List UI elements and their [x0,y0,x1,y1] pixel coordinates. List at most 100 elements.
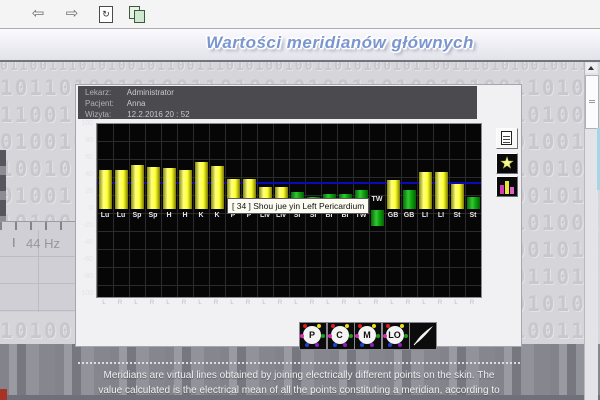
corner-decoration [0,389,7,400]
mode-button-p[interactable]: P [299,322,327,350]
side-indicator: R [405,299,411,306]
star-chart-button[interactable] [496,153,518,174]
binary-row: 0110011101010010110011101010010011010100… [0,59,600,74]
side-indicator: R [277,299,283,306]
title-band: Wartości meridianów głównych [0,29,600,62]
norm-reference-line [97,182,481,184]
edge-decoration [597,128,600,190]
bar-label: St [453,212,461,219]
meridian-bar-K-R[interactable] [211,166,224,209]
meridian-bar-K-L[interactable] [195,162,208,209]
bar-label: SI [293,212,301,219]
meridian-bar-GB-R[interactable] [403,190,416,209]
side-indicator: L [358,299,362,306]
bar-label: K [198,212,204,219]
bar-label: P [230,212,236,219]
scrollbar-thumb[interactable] [585,75,599,129]
patient-info-panel: Lekarz: Administrator Pacjent: Anna Wizy… [78,86,477,119]
mode-button-m[interactable]: M [354,322,382,350]
visit-label: Wizyta: [85,110,112,119]
flower-icon: P [303,326,321,344]
visit-row: Wizyta: 12.2.2016 20 : 52 [85,110,190,120]
bar-chart-button[interactable] [496,176,518,197]
doctor-label: Lekarz: [85,88,112,97]
meridian-bar-LI-R[interactable] [435,172,448,209]
y-tick: 80 [85,137,93,144]
meridian-bar-LI-L[interactable] [419,172,432,209]
meridian-bar-H-L[interactable] [163,168,176,209]
meridian-bar-St-R[interactable] [467,197,480,209]
y-tick: -20 [82,222,93,229]
bar-label: LI [421,212,429,219]
y-tick: 0 [89,205,93,212]
side-indicator: L [454,299,458,306]
side-indicator: L [198,299,202,306]
vertical-scrollbar[interactable] [584,62,599,400]
meridian-bar-Sp-L[interactable] [131,165,144,209]
visit-value: 12.2.2016 20 : 52 [127,110,190,119]
refresh-page-icon: ↻ [99,6,113,23]
bar-label: TW [371,196,383,203]
y-tick: -80 [82,273,93,280]
y-tick: 40 [85,171,93,178]
results-panel: Lekarz: Administrator Pacjent: Anna Wizy… [75,84,522,350]
y-tick: 100 [81,120,93,127]
back-button[interactable]: ⇦ [26,4,50,24]
report-button[interactable] [496,128,518,149]
toolbar: ⇦ ⇨ ↻ [0,0,600,29]
bar-label: P [246,212,252,219]
bar-label: Lu [116,212,126,219]
y-tick: -40 [82,239,93,246]
copy-button[interactable] [125,4,149,24]
meridian-description: Meridians are virtual lines obtained by … [78,362,520,398]
side-indicator: L [166,299,170,306]
doctor-row: Lekarz: Administrator [85,88,174,98]
bar-label: GB [387,212,399,219]
side-indicator: R [309,299,315,306]
back-arrow-icon: ⇦ [31,5,45,22]
side-indicator: R [469,299,475,306]
meridian-bar-Lu-R[interactable] [115,170,128,209]
side-indicator: R [341,299,347,306]
side-indicator: L [294,299,298,306]
flower-icon: LO [385,326,404,344]
bar-label: BI [325,212,333,219]
meridian-bar-H-R[interactable] [179,170,192,209]
bar-label: Liv [259,212,271,219]
forward-button[interactable]: ⇨ [60,4,84,24]
forward-arrow-icon: ⇨ [65,5,79,22]
patient-row: Pacjent: Anna [85,99,145,109]
bar-label: LI [437,212,445,219]
side-indicator: L [230,299,234,306]
side-indicator: L [102,299,106,306]
side-indicator: R [117,299,123,306]
mode-button-lo[interactable]: LO [381,322,410,350]
waveform-strip-decoration [0,150,6,268]
y-tick: -60 [82,256,93,263]
signature-button[interactable] [409,322,437,350]
meridian-bar-GB-L[interactable] [387,180,400,209]
flower-icon: M [358,326,376,344]
bar-label: BI [341,212,349,219]
meridian-bar-Lu-L[interactable] [99,170,112,209]
bar-label: H [166,212,172,219]
bar-label: Sp [148,212,158,219]
side-indicator: R [213,299,219,306]
mode-button-c[interactable]: C [326,322,355,350]
meridian-bar-Sp-R[interactable] [147,167,160,209]
scrollbar-up-icon[interactable] [586,63,597,73]
bar-label: Lu [100,212,110,219]
meridian-bar-TW-R[interactable] [371,210,384,226]
side-indicator: R [181,299,187,306]
refresh-page-button[interactable]: ↻ [94,4,118,24]
bar-label: H [182,212,188,219]
frequency-label: 44 Hz [26,236,60,251]
y-tick: 20 [85,188,93,195]
description-line-2: value calculated is the electrical mean … [98,385,500,396]
side-indicator: R [245,299,251,306]
y-tick: 60 [85,154,93,161]
side-indicator: L [422,299,426,306]
bar-label: TW [355,212,367,219]
meridian-bar-St-L[interactable] [451,184,464,209]
